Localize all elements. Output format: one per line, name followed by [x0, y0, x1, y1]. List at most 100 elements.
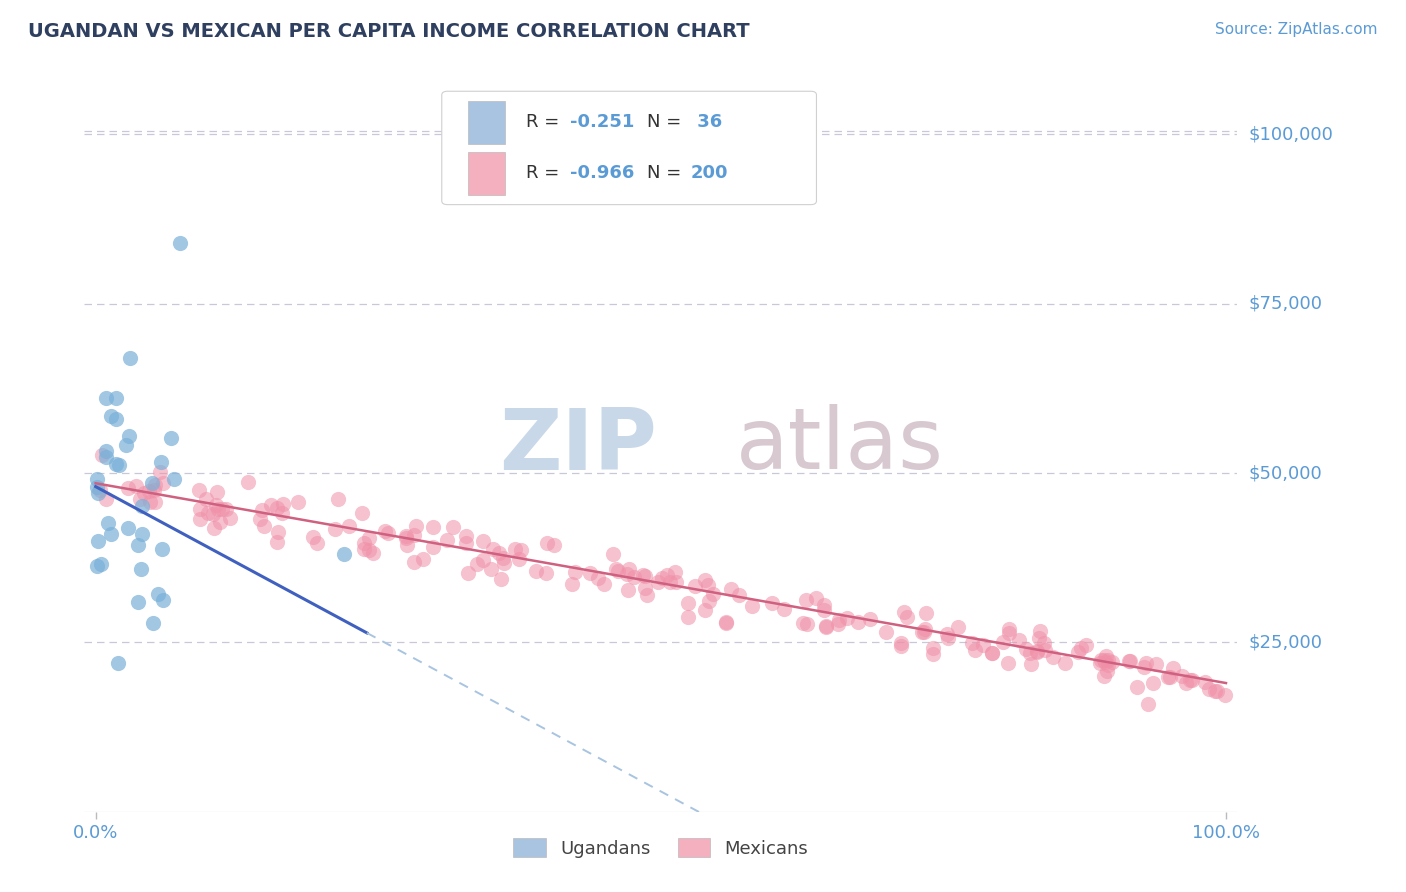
Point	[402, 555, 425, 569]
Point	[422, 519, 444, 533]
Point	[86, 559, 108, 574]
Point	[395, 531, 418, 545]
Point	[1194, 675, 1216, 690]
Point	[1035, 642, 1057, 657]
Point	[741, 599, 763, 614]
Point	[127, 538, 149, 552]
Point	[1026, 645, 1049, 659]
Text: $100,000: $100,000	[1249, 126, 1333, 144]
Point	[813, 602, 835, 616]
Point	[1180, 673, 1202, 687]
Point	[260, 499, 283, 513]
Point	[94, 491, 117, 506]
Point	[105, 412, 128, 426]
Point	[163, 472, 186, 486]
Point	[152, 592, 174, 607]
Point	[1171, 669, 1194, 683]
Point	[96, 444, 118, 458]
Point	[605, 562, 627, 576]
Text: 200: 200	[690, 164, 728, 182]
Point	[695, 573, 717, 587]
Text: 36: 36	[690, 113, 723, 131]
Point	[86, 472, 108, 486]
Point	[359, 542, 381, 557]
Point	[333, 547, 356, 561]
Point	[1029, 624, 1052, 638]
Point	[1097, 657, 1119, 672]
Point	[94, 450, 117, 464]
Point	[634, 569, 657, 583]
Point	[271, 506, 294, 520]
Point	[377, 526, 399, 541]
Point	[1008, 633, 1031, 648]
Point	[915, 606, 938, 620]
Point	[617, 562, 640, 576]
Point	[115, 438, 138, 452]
Point	[108, 458, 131, 473]
Point	[422, 540, 444, 554]
Point	[87, 486, 110, 500]
Point	[828, 613, 851, 627]
Point	[150, 455, 173, 469]
Point	[1144, 657, 1167, 671]
Point	[143, 483, 166, 497]
Point	[395, 528, 418, 542]
Point	[323, 522, 346, 536]
Point	[980, 646, 1002, 660]
Point	[997, 623, 1019, 637]
Point	[287, 495, 309, 509]
Point	[936, 631, 959, 645]
Point	[1092, 653, 1115, 667]
Point	[188, 512, 211, 526]
Point	[412, 552, 434, 566]
Point	[118, 428, 141, 442]
Point	[634, 581, 657, 595]
Point	[1090, 656, 1112, 670]
Text: N =: N =	[647, 113, 688, 131]
Point	[305, 535, 328, 549]
Point	[472, 533, 495, 548]
FancyBboxPatch shape	[441, 91, 817, 204]
Point	[1042, 650, 1064, 665]
Point	[361, 546, 384, 560]
Point	[651, 571, 673, 585]
Point	[328, 491, 350, 506]
Point	[1213, 688, 1236, 702]
Point	[647, 574, 669, 589]
Point	[960, 636, 983, 650]
Text: ZIP: ZIP	[499, 404, 657, 488]
Point	[997, 657, 1019, 671]
Point	[402, 528, 425, 542]
Point	[714, 615, 737, 629]
Point	[479, 562, 502, 576]
Point	[1019, 647, 1042, 661]
Point	[118, 351, 141, 365]
Point	[602, 547, 624, 561]
Text: R =: R =	[526, 164, 565, 182]
Point	[129, 562, 152, 576]
Point	[664, 565, 686, 579]
Point	[169, 235, 191, 250]
Point	[149, 465, 172, 479]
Point	[1076, 638, 1098, 652]
Point	[138, 483, 160, 498]
Point	[1142, 676, 1164, 690]
Point	[1094, 655, 1116, 669]
Point	[524, 564, 547, 578]
Point	[494, 556, 516, 570]
Point	[107, 656, 129, 670]
Point	[890, 636, 912, 650]
Point	[875, 625, 897, 640]
Text: $25,000: $25,000	[1249, 633, 1323, 651]
Text: -0.251: -0.251	[569, 113, 634, 131]
Point	[104, 391, 127, 405]
Point	[972, 638, 994, 652]
Point	[946, 620, 969, 634]
Point	[1204, 683, 1226, 698]
Point	[124, 479, 146, 493]
Point	[1092, 669, 1115, 683]
Point	[1119, 655, 1142, 669]
Point	[534, 566, 557, 581]
Point	[195, 492, 218, 507]
Point	[859, 612, 882, 626]
